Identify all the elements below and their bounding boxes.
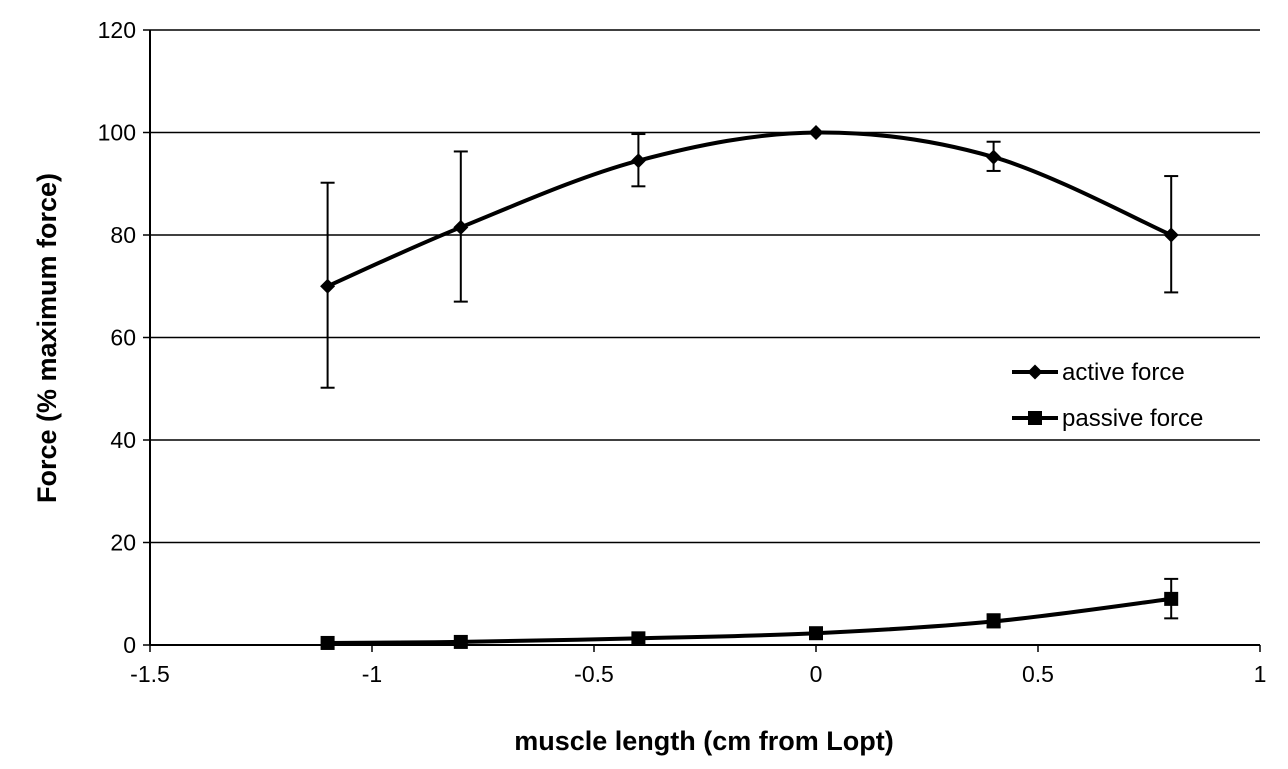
- data-point-passive-force: [1164, 591, 1179, 606]
- legend: active force passive force: [1012, 359, 1203, 432]
- x-tick-label: -1: [362, 661, 382, 687]
- y-tick-label: 100: [98, 120, 136, 146]
- data-point-active-force: [808, 125, 824, 140]
- x-tick-label: 0: [810, 661, 823, 687]
- x-tick-label: -1.5: [130, 661, 170, 687]
- gridlines: [150, 29, 1260, 544]
- data-point-active-force: [453, 219, 469, 235]
- data-point-passive-force: [631, 631, 646, 646]
- series-passive-force: [320, 577, 1179, 650]
- x-tick-label: 0.5: [1022, 661, 1054, 687]
- x-axis-title: muscle length (cm from Lopt): [514, 726, 894, 756]
- data-point-active-force: [320, 278, 336, 294]
- legend-label: passive force: [1062, 405, 1203, 432]
- legend-marker-active-force: [1027, 364, 1043, 380]
- legend-label: active force: [1062, 359, 1185, 386]
- data-point-passive-force: [809, 626, 823, 641]
- y-tick-label: 40: [110, 427, 136, 453]
- data-point-passive-force: [986, 614, 1001, 629]
- legend-item-active-force: active force: [1012, 359, 1185, 386]
- y-tick-label: 0: [123, 632, 136, 658]
- axes: 0 20 40 60 80 100 120 -1.5 -1 -0.5 0 0.5 1: [98, 17, 1267, 687]
- x-tick-label: -0.5: [574, 661, 614, 687]
- data-point-active-force: [630, 153, 646, 169]
- legend-item-passive-force: passive force: [1012, 405, 1203, 432]
- y-axis-title: Force (% maximum force): [32, 173, 62, 503]
- y-tick-label: 20: [110, 530, 136, 556]
- y-tick-label: 60: [110, 325, 136, 351]
- data-point-active-force: [1163, 227, 1179, 243]
- series-area: [320, 125, 1179, 650]
- legend-marker-passive-force: [1028, 411, 1042, 425]
- data-point-passive-force: [320, 635, 335, 650]
- x-tick-label: 1: [1254, 661, 1267, 687]
- data-point-passive-force: [453, 634, 468, 649]
- series-line-active-force: [326, 130, 1173, 289]
- y-tick-label: 80: [110, 222, 136, 248]
- data-point-active-force: [986, 149, 1002, 165]
- series-active-force: [320, 125, 1179, 389]
- y-tick-label: 120: [98, 17, 136, 43]
